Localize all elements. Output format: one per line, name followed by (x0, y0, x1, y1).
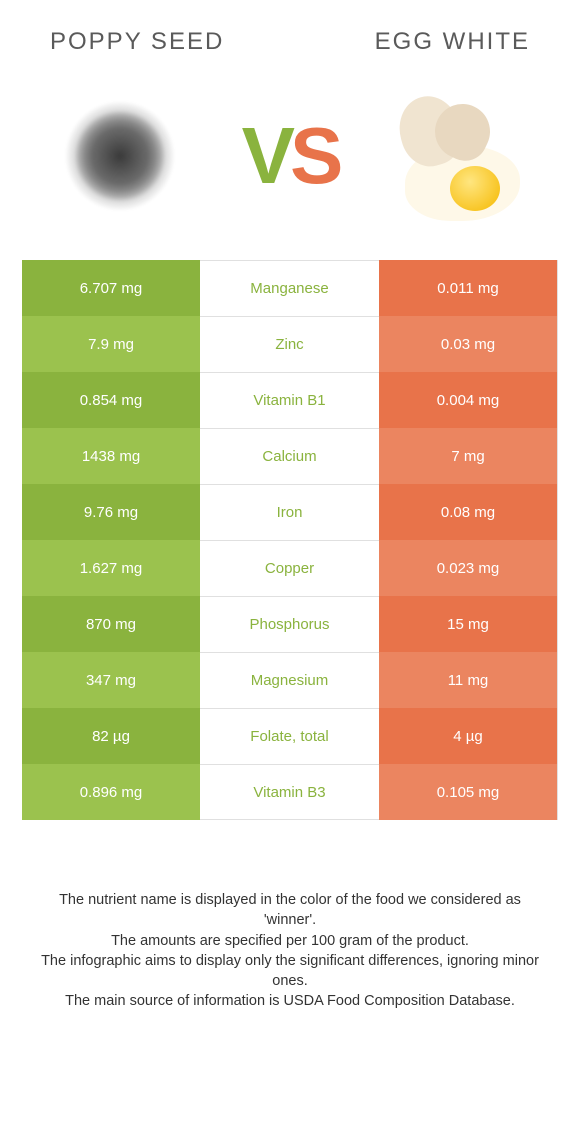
nutrient-name: Iron (200, 484, 379, 540)
left-value: 82 µg (22, 708, 200, 764)
table-row: 1.627 mg Copper 0.023 mg (22, 540, 557, 596)
right-value: 0.011 mg (379, 260, 557, 316)
s-letter: S (290, 111, 338, 200)
right-value: 0.023 mg (379, 540, 557, 596)
table-row: 9.76 mg Iron 0.08 mg (22, 484, 557, 540)
nutrient-table: 6.707 mg Manganese 0.011 mg 7.9 mg Zinc … (22, 260, 558, 820)
table-row: 1438 mg Calcium 7 mg (22, 428, 557, 484)
right-value: 0.105 mg (379, 764, 557, 820)
left-value: 6.707 mg (22, 260, 200, 316)
left-value: 1.627 mg (22, 540, 200, 596)
v-letter: V (242, 111, 290, 200)
left-value: 1438 mg (22, 428, 200, 484)
right-value: 11 mg (379, 652, 557, 708)
right-food-title: Egg white (375, 28, 530, 56)
nutrient-name: Folate, total (200, 708, 379, 764)
left-value: 0.896 mg (22, 764, 200, 820)
left-value: 870 mg (22, 596, 200, 652)
footer-line: The nutrient name is displayed in the co… (34, 890, 546, 931)
right-value: 0.08 mg (379, 484, 557, 540)
images-row: VS (0, 56, 580, 260)
nutrient-name: Vitamin B3 (200, 764, 379, 820)
header: Poppy seed Egg white (0, 0, 580, 56)
table-row: 82 µg Folate, total 4 µg (22, 708, 557, 764)
table-row: 0.896 mg Vitamin B3 0.105 mg (22, 764, 557, 820)
table-row: 347 mg Magnesium 11 mg (22, 652, 557, 708)
nutrient-name: Magnesium (200, 652, 379, 708)
egg-yolk-icon (450, 166, 500, 211)
poppy-seed-image (40, 76, 200, 236)
nutrient-name: Zinc (200, 316, 379, 372)
nutrient-name: Manganese (200, 260, 379, 316)
left-food-title: Poppy seed (50, 28, 224, 56)
footer-line: The infographic aims to display only the… (34, 951, 546, 992)
egg-white-image (380, 76, 540, 236)
left-value: 9.76 mg (22, 484, 200, 540)
right-value: 15 mg (379, 596, 557, 652)
right-value: 0.03 mg (379, 316, 557, 372)
left-value: 347 mg (22, 652, 200, 708)
nutrient-name: Phosphorus (200, 596, 379, 652)
right-value: 0.004 mg (379, 372, 557, 428)
table-row: 870 mg Phosphorus 15 mg (22, 596, 557, 652)
nutrient-name: Vitamin B1 (200, 372, 379, 428)
vs-label: VS (242, 110, 339, 202)
footer-notes: The nutrient name is displayed in the co… (34, 890, 546, 1012)
poppy-seed-icon (55, 91, 185, 221)
table-row: 7.9 mg Zinc 0.03 mg (22, 316, 557, 372)
left-value: 7.9 mg (22, 316, 200, 372)
table-row: 6.707 mg Manganese 0.011 mg (22, 260, 557, 316)
right-value: 7 mg (379, 428, 557, 484)
nutrient-name: Calcium (200, 428, 379, 484)
nutrient-name: Copper (200, 540, 379, 596)
right-value: 4 µg (379, 708, 557, 764)
table-row: 0.854 mg Vitamin B1 0.004 mg (22, 372, 557, 428)
left-value: 0.854 mg (22, 372, 200, 428)
footer-line: The amounts are specified per 100 gram o… (34, 931, 546, 951)
footer-line: The main source of information is USDA F… (34, 991, 546, 1011)
